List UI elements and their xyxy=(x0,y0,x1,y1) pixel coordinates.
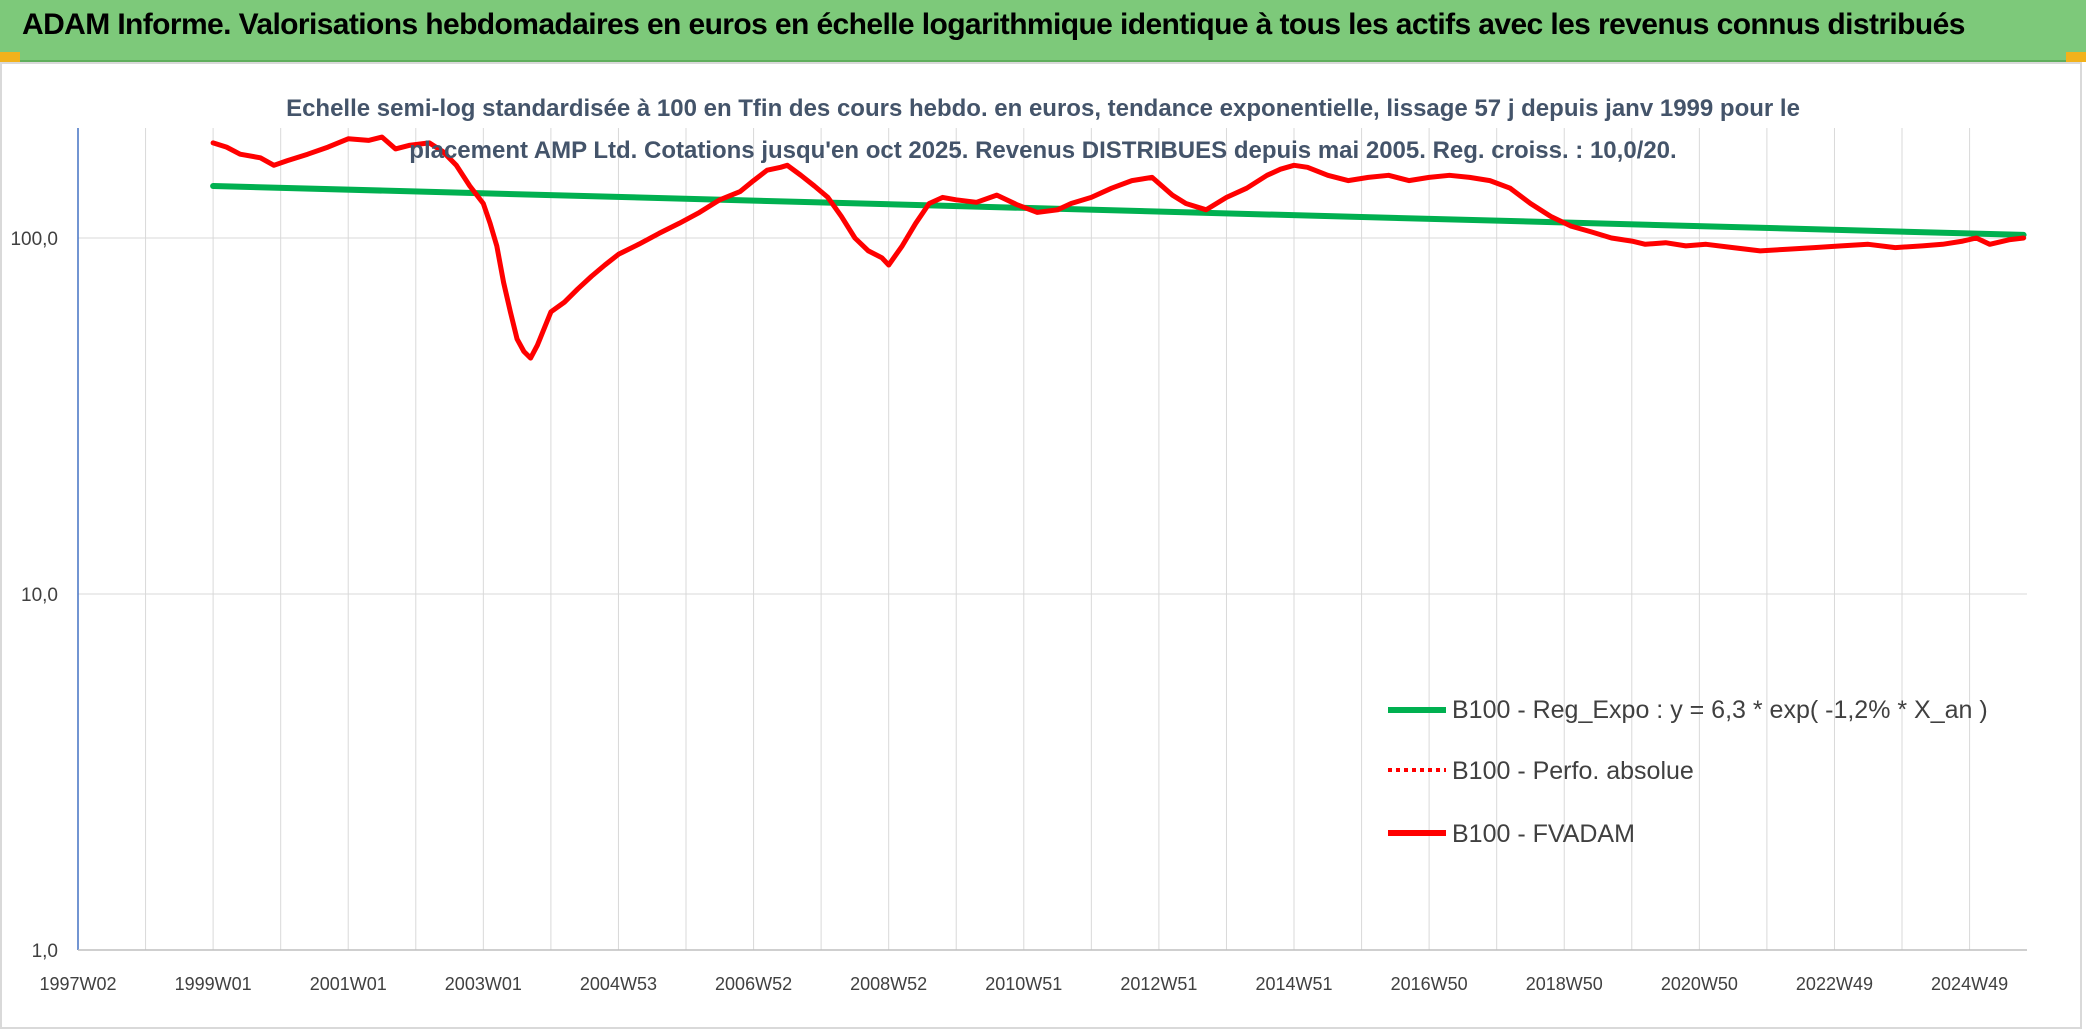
x-tick-label: 2008W52 xyxy=(850,974,927,994)
x-tick-label: 2001W01 xyxy=(310,974,387,994)
x-tick-label: 2004W53 xyxy=(580,974,657,994)
x-tick-label: 2003W01 xyxy=(445,974,522,994)
x-tick-label: 1999W01 xyxy=(175,974,252,994)
series-layer xyxy=(210,134,2027,361)
chart-frame xyxy=(0,62,2082,1029)
x-tick-label: 2020W50 xyxy=(1661,974,1738,994)
chart-subtitle-line-2: placement AMP Ltd. Cotations jusqu'en oc… xyxy=(409,137,1676,164)
x-tick-label: 2010W51 xyxy=(985,974,1062,994)
chart-subtitle-line-1: Echelle semi-log standardisée à 100 en T… xyxy=(286,95,1800,122)
legend-label-trend: B100 - Reg_Expo : y = 6,3 * exp( -1,2% *… xyxy=(1452,696,1988,724)
y-tick-label: 1,0 xyxy=(32,941,58,962)
legend-label-perfo: B100 - Perfo. absolue xyxy=(1452,757,1694,785)
series-line-trend xyxy=(210,183,2027,238)
x-tick-label: 2022W49 xyxy=(1796,974,1873,994)
y-tick-label: 100,0 xyxy=(10,229,58,250)
x-tick-label: 2012W51 xyxy=(1120,974,1197,994)
grid xyxy=(78,128,2027,951)
x-tick-label: 2006W52 xyxy=(715,974,792,994)
y-tick-label: 10,0 xyxy=(21,585,58,606)
header-bar: ADAM Informe. Valorisations hebdomadaire… xyxy=(0,0,2086,62)
x-tick-label: 2018W50 xyxy=(1526,974,1603,994)
page-title: ADAM Informe. Valorisations hebdomadaire… xyxy=(22,8,1965,41)
axes: 1,0 10,0 100,0 1997W02 1999W01 2001W01 2003W01… xyxy=(10,128,2027,994)
legend-label-fvadam: B100 - FVADAM xyxy=(1452,820,1635,848)
x-tick-label: 2016W50 xyxy=(1391,974,1468,994)
x-tick-label: 1997W02 xyxy=(39,974,116,994)
legend: B100 - Reg_Expo : y = 6,3 * exp( -1,2% *… xyxy=(1388,696,1988,848)
x-tick-label: 2014W51 xyxy=(1255,974,1332,994)
corner-marker-right xyxy=(2066,52,2086,62)
corner-marker-left xyxy=(0,52,20,62)
x-tick-label: 2024W49 xyxy=(1931,974,2008,994)
chart-subtitle: Echelle semi-log standardisée à 100 en T… xyxy=(286,95,1800,164)
series-line-fvadam xyxy=(210,134,2027,361)
